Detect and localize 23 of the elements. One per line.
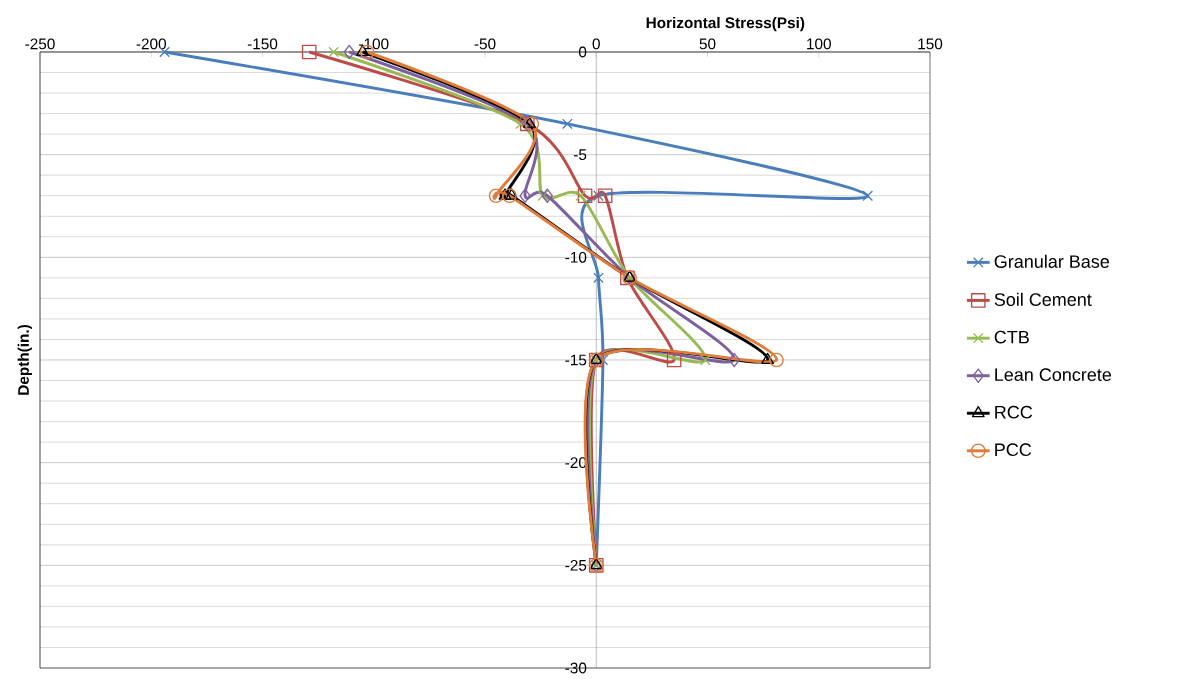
x-tick-label: 150: [918, 38, 943, 50]
x-tick-label: -50: [474, 38, 496, 50]
y-tick-label: -10: [565, 251, 587, 263]
y-tick-label: -25: [565, 559, 587, 571]
x-tick-label: 50: [699, 38, 716, 50]
x-tick-label: 0: [592, 38, 600, 50]
x-axis-title: Horizontal Stress(Psi): [646, 16, 805, 32]
y-tick-label: -5: [573, 149, 587, 161]
y-axis-title: Depth(in.): [17, 324, 32, 395]
y-tick-label: -15: [565, 354, 587, 366]
x-tick-label: -250: [25, 38, 55, 50]
x-tick-label: -200: [136, 38, 166, 50]
legend-label: CTB: [994, 330, 1029, 344]
legend-label: PCC: [995, 443, 1032, 457]
y-tick-label: -30: [565, 662, 587, 674]
x-tick-label: 100: [807, 38, 831, 50]
legend-label: Lean Concrete: [995, 368, 1112, 382]
x-tick-label: -100: [359, 38, 389, 50]
y-tick-label: 0: [578, 46, 587, 58]
x-tick-label: -150: [247, 38, 278, 50]
legend-label: Granular Base: [994, 254, 1110, 268]
legend-label: Soil Cement: [994, 292, 1092, 306]
legend-label: RCC: [995, 405, 1033, 419]
